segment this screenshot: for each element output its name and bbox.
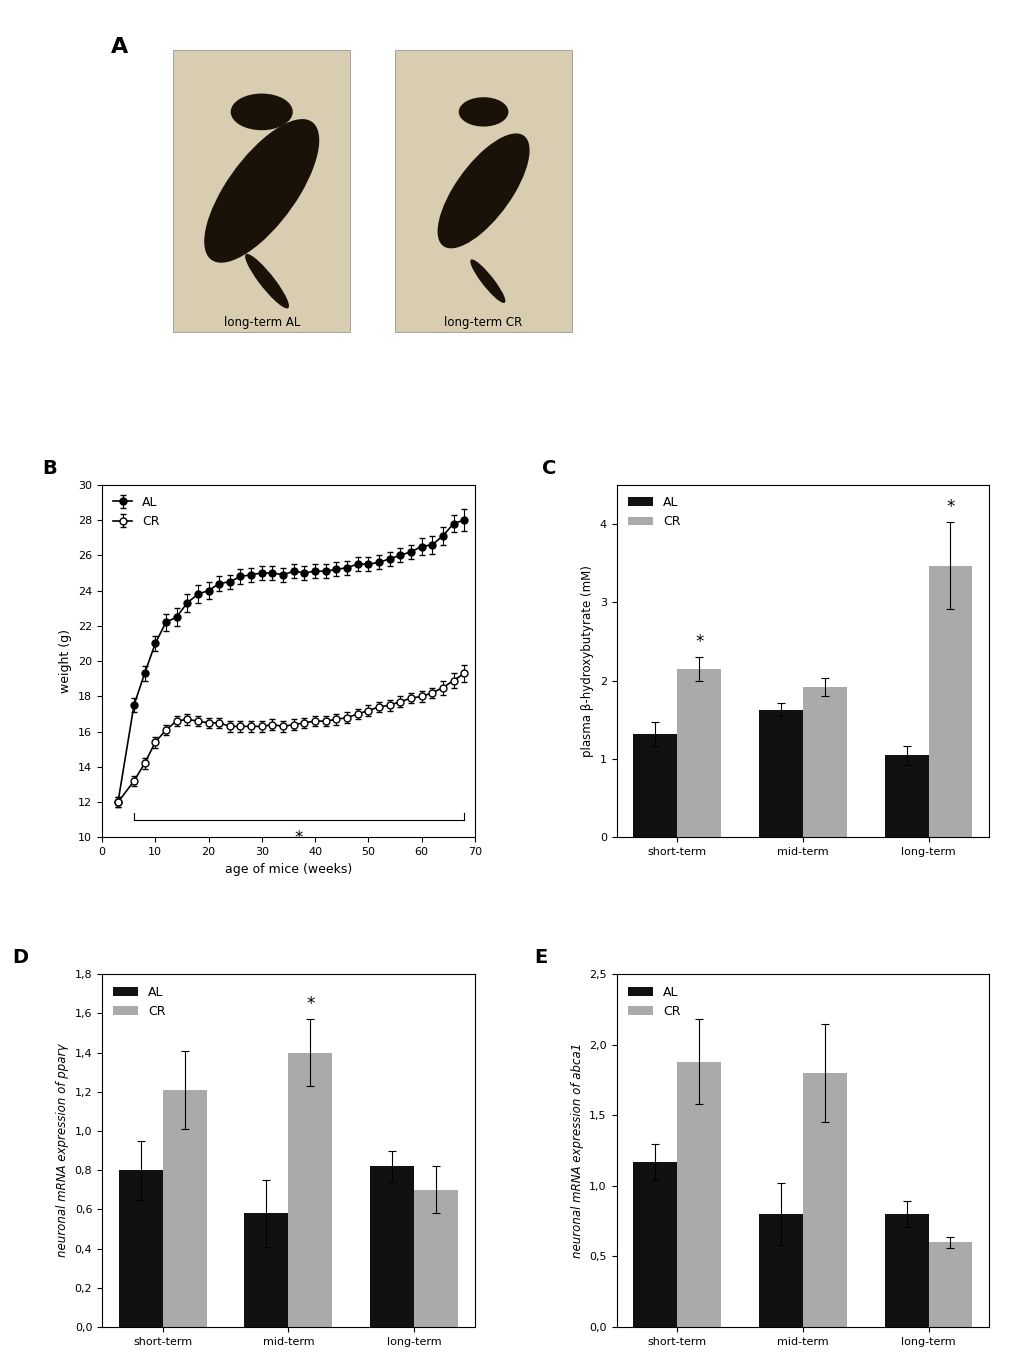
- Bar: [802, 687, 846, 837]
- FancyBboxPatch shape: [173, 49, 351, 332]
- Text: long-term CR: long-term CR: [444, 316, 522, 328]
- Text: *: *: [695, 633, 703, 651]
- Ellipse shape: [230, 93, 292, 130]
- Bar: [758, 710, 802, 837]
- Y-axis label: plasma β-hydroxybutyrate (mM): plasma β-hydroxybutyrate (mM): [581, 565, 593, 757]
- Y-axis label: weight (g): weight (g): [59, 629, 72, 694]
- Bar: [633, 1161, 677, 1327]
- Ellipse shape: [245, 254, 288, 308]
- Text: A: A: [111, 37, 128, 57]
- Bar: [414, 1190, 458, 1327]
- Bar: [677, 1062, 720, 1327]
- Text: *: *: [306, 996, 314, 1014]
- Ellipse shape: [437, 134, 529, 249]
- Bar: [758, 1215, 802, 1327]
- Ellipse shape: [459, 97, 507, 127]
- Bar: [288, 1052, 332, 1327]
- Text: *: *: [294, 829, 303, 847]
- Text: D: D: [12, 948, 29, 967]
- Bar: [927, 565, 971, 837]
- Ellipse shape: [204, 119, 319, 263]
- Text: *: *: [946, 498, 954, 516]
- Text: E: E: [534, 948, 547, 967]
- Bar: [633, 735, 677, 837]
- Bar: [927, 1242, 971, 1327]
- Legend: AL, CR: AL, CR: [108, 981, 170, 1023]
- Bar: [802, 1073, 846, 1327]
- Legend: AL, CR: AL, CR: [623, 981, 685, 1023]
- Legend: AL, CR: AL, CR: [108, 491, 164, 534]
- Y-axis label: neuronal mRNA expression of pparγ: neuronal mRNA expression of pparγ: [56, 1044, 69, 1257]
- Ellipse shape: [470, 260, 504, 302]
- Y-axis label: neuronal mRNA expression of abca1: neuronal mRNA expression of abca1: [570, 1042, 583, 1259]
- Bar: [883, 755, 927, 837]
- Bar: [163, 1090, 207, 1327]
- Text: B: B: [43, 458, 57, 477]
- Text: long-term AL: long-term AL: [223, 316, 300, 328]
- X-axis label: age of mice (weeks): age of mice (weeks): [224, 863, 352, 876]
- Bar: [883, 1215, 927, 1327]
- Bar: [370, 1167, 414, 1327]
- FancyBboxPatch shape: [394, 49, 572, 332]
- Bar: [677, 669, 720, 837]
- Legend: AL, CR: AL, CR: [623, 491, 685, 534]
- Bar: [119, 1170, 163, 1327]
- Bar: [245, 1213, 288, 1327]
- Text: C: C: [541, 458, 555, 477]
